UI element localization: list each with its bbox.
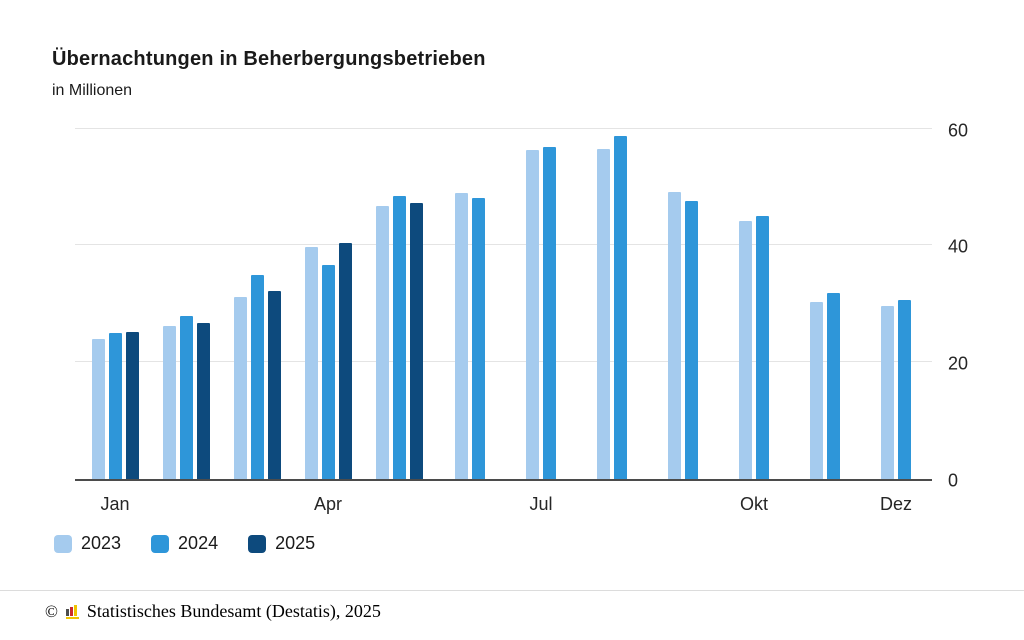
legend-label-2024: 2024: [178, 533, 219, 553]
x-tick-label-dez: Dez: [879, 494, 913, 514]
y-tick-label-60: 60: [948, 120, 969, 141]
legend-label-2023: 2023: [81, 533, 122, 553]
bar-jun-2024[interactable]: [472, 197, 485, 479]
plot-area: [75, 119, 932, 481]
bar-aug-2024[interactable]: [614, 136, 627, 479]
bar-okt-2023[interactable]: [739, 220, 752, 479]
bar-apr-2023[interactable]: [304, 247, 318, 479]
bar-mär-2024[interactable]: [250, 274, 264, 479]
x-tick-label-jan: Jan: [100, 494, 130, 514]
chart-title: Übernachtungen in Beherbergungsbetrieben: [52, 48, 486, 70]
bar-jul-2024[interactable]: [543, 146, 556, 479]
bar-feb-2024[interactable]: [179, 315, 193, 479]
source-footer: © Statistisches Bundesamt (Destatis), 20…: [0, 590, 1024, 622]
y-tick-label-0: 0: [948, 470, 959, 491]
gridline-40: [75, 244, 932, 246]
bar-mär-2023[interactable]: [233, 297, 247, 479]
bar-mär-2025[interactable]: [267, 291, 281, 479]
source-text: Statistisches Bundesamt (Destatis), 2025: [86, 601, 381, 621]
legend-label-2025: 2025: [275, 533, 316, 553]
bar-apr-2024[interactable]: [321, 265, 335, 479]
bar-dez-2023[interactable]: [881, 305, 894, 479]
bar-mai-2024[interactable]: [392, 196, 406, 479]
gridline-20: [75, 361, 932, 363]
legend-swatch-2024: [151, 534, 170, 553]
bar-jun-2023[interactable]: [455, 192, 468, 479]
bar-aug-2023[interactable]: [597, 149, 610, 479]
legend: 2023 2024 2025: [54, 533, 315, 554]
bar-mai-2023[interactable]: [375, 206, 389, 479]
bar-okt-2024[interactable]: [756, 216, 769, 479]
bar-jan-2023[interactable]: [91, 339, 105, 479]
bar-feb-2025[interactable]: [196, 322, 210, 479]
chart-subtitle: in Millionen: [52, 82, 133, 99]
y-tick-label-20: 20: [948, 353, 969, 374]
bar-jan-2025[interactable]: [125, 332, 139, 479]
bar-jul-2023[interactable]: [526, 149, 539, 479]
legend-swatch-2023: [54, 534, 72, 553]
bar-sep-2024[interactable]: [685, 200, 698, 479]
legend-item-2024[interactable]: 2024: [151, 533, 218, 554]
bar-dez-2024[interactable]: [898, 300, 911, 479]
x-tick-label-okt: Okt: [739, 494, 769, 514]
plot-wrap: [75, 119, 932, 481]
legend-item-2023[interactable]: 2023: [54, 533, 121, 554]
bar-feb-2023[interactable]: [162, 326, 176, 479]
copyright-symbol: ©: [45, 601, 58, 621]
legend-item-2025[interactable]: 2025: [248, 533, 315, 554]
bar-nov-2023[interactable]: [810, 301, 823, 479]
bar-mai-2025[interactable]: [409, 202, 423, 479]
bar-jan-2024[interactable]: [108, 333, 122, 479]
bar-apr-2025[interactable]: [338, 243, 352, 479]
x-tick-label-jul: Jul: [529, 494, 553, 514]
y-tick-label-40: 40: [948, 236, 969, 257]
bar-nov-2024[interactable]: [827, 293, 840, 479]
gridline-60: [75, 127, 932, 129]
legend-swatch-2025: [248, 534, 267, 553]
x-tick-label-apr: Apr: [313, 494, 343, 514]
bar-sep-2023[interactable]: [668, 192, 681, 479]
destatis-logo-icon: [65, 604, 79, 619]
